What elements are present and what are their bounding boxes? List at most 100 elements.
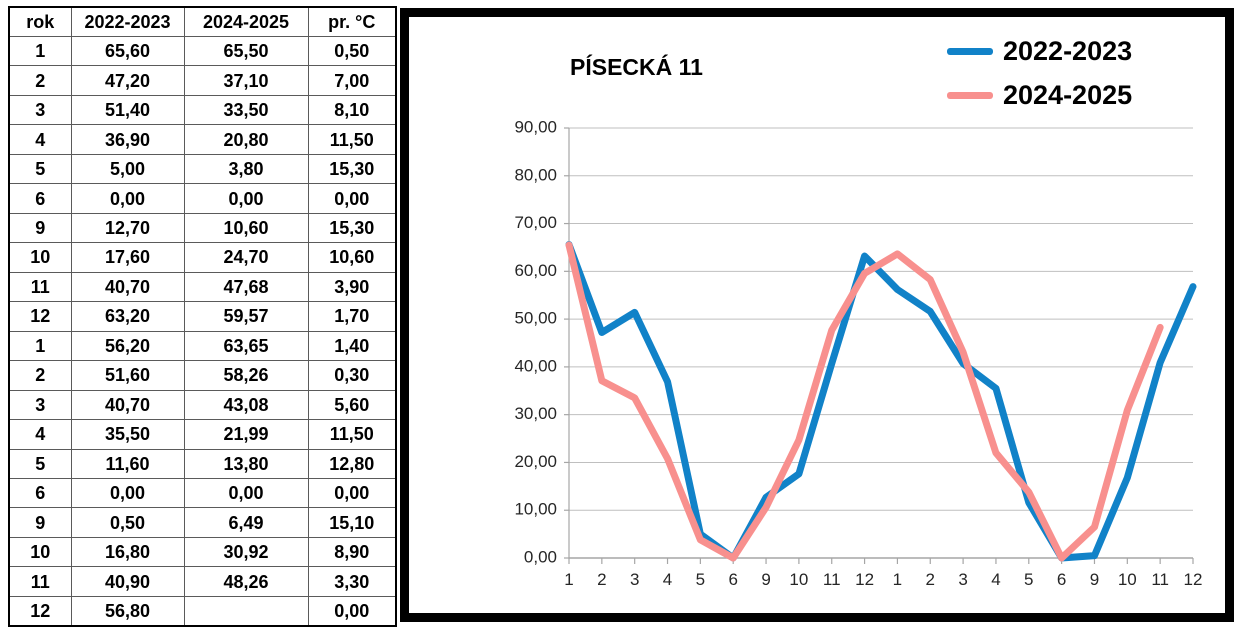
table-cell[interactable]: 2 [8, 360, 72, 391]
table-cell[interactable]: 56,80 [70, 595, 185, 627]
table-cell[interactable]: 47,68 [183, 271, 309, 303]
table-cell[interactable]: 37,10 [183, 65, 309, 96]
table-cell[interactable]: 2 [8, 65, 72, 96]
table-cell[interactable]: 15,30 [307, 212, 397, 244]
x-tick-label: 4 [991, 570, 1000, 589]
table-cell[interactable]: 3,90 [307, 271, 397, 303]
table-cell[interactable]: 35,50 [70, 419, 185, 450]
table-cell[interactable]: 1,70 [307, 301, 397, 332]
table-cell[interactable]: 1 [8, 35, 72, 67]
table-cell[interactable]: 5 [8, 153, 72, 185]
table-cell[interactable]: 15,10 [307, 507, 397, 538]
table-cell[interactable]: 0,00 [183, 477, 309, 509]
table-cell[interactable]: 21,99 [183, 419, 309, 450]
table-cell[interactable]: 65,50 [183, 35, 309, 67]
column-header[interactable]: 2024-2025 [183, 6, 309, 37]
table-cell[interactable]: 1 [8, 330, 72, 362]
table-cell[interactable]: 12,80 [307, 448, 397, 480]
table-cell[interactable]: 3,80 [183, 153, 309, 185]
table-cell[interactable]: 30,92 [183, 536, 309, 568]
legend-item-2022-2023[interactable]: 2022-2023 [947, 36, 1132, 67]
table-cell[interactable]: 11 [8, 566, 72, 597]
x-tick-label: 12 [855, 570, 874, 589]
table-cell[interactable]: 0,00 [307, 183, 397, 214]
x-tick-label: 9 [761, 570, 770, 589]
table-cell[interactable]: 12 [8, 595, 72, 627]
column-header[interactable]: rok [8, 6, 72, 37]
series-line-2022-2023[interactable] [565, 241, 1197, 562]
x-tick-label: 9 [1090, 570, 1099, 589]
x-tick-label: 2 [597, 570, 606, 589]
table-cell[interactable]: 10 [8, 242, 72, 273]
table-cell[interactable]: 6,49 [183, 507, 309, 538]
table-row: 4 36,90 20,80 11,50 [8, 124, 397, 155]
chart-title[interactable]: PÍSECKÁ 11 [570, 54, 703, 80]
table-cell[interactable]: 58,26 [183, 360, 309, 391]
table-cell[interactable]: 8,10 [307, 94, 397, 126]
table-cell[interactable]: 40,90 [70, 566, 185, 597]
legend-item-2024-2025[interactable]: 2024-2025 [947, 80, 1132, 111]
table-cell[interactable]: 11,50 [307, 419, 397, 450]
table-cell[interactable]: 20,80 [183, 124, 309, 155]
table-cell[interactable]: 59,57 [183, 301, 309, 332]
table-cell[interactable]: 0,00 [70, 477, 185, 509]
table-cell[interactable]: 4 [8, 124, 72, 155]
x-tick-label: 2 [926, 570, 935, 589]
table-cell[interactable]: 3 [8, 389, 72, 421]
table-cell[interactable]: 47,20 [70, 65, 185, 96]
table-cell[interactable]: 15,30 [307, 153, 397, 185]
table-cell[interactable]: 0,30 [307, 360, 397, 391]
table-row: 1 65,60 65,50 0,50 [8, 35, 397, 67]
table-cell[interactable]: 12,70 [70, 212, 185, 244]
table-cell[interactable]: 4 [8, 419, 72, 450]
table-cell[interactable]: 65,60 [70, 35, 185, 67]
table-cell[interactable]: 40,70 [70, 271, 185, 303]
table-cell[interactable]: 5,00 [70, 153, 185, 185]
table-cell[interactable]: 10,60 [307, 242, 397, 273]
table-cell[interactable]: 63,65 [183, 330, 309, 362]
chart-object[interactable]: 0,00 10,00 20,00 30,00 40,00 50,00 60,00 70,00 8… [400, 8, 1234, 622]
table-cell[interactable]: 11 [8, 271, 72, 303]
table-cell[interactable]: 3,30 [307, 566, 397, 597]
table-cell[interactable]: 0,00 [307, 477, 397, 509]
table-cell[interactable] [183, 595, 309, 627]
column-header[interactable]: 2022-2023 [70, 6, 185, 37]
table-cell[interactable]: 63,20 [70, 301, 185, 332]
table-cell[interactable]: 0,50 [307, 35, 397, 67]
table-cell[interactable]: 6 [8, 477, 72, 509]
table-cell[interactable]: 11,50 [307, 124, 397, 155]
table-cell[interactable]: 17,60 [70, 242, 185, 273]
x-tick-label: 10 [789, 570, 808, 589]
table-cell[interactable]: 11,60 [70, 448, 185, 480]
table-cell[interactable]: 0,50 [70, 507, 185, 538]
table-cell[interactable]: 12 [8, 301, 72, 332]
table-cell[interactable]: 13,80 [183, 448, 309, 480]
table-cell[interactable]: 9 [8, 507, 72, 538]
table-cell[interactable]: 51,40 [70, 94, 185, 126]
table-cell[interactable]: 43,08 [183, 389, 309, 421]
table-cell[interactable]: 8,90 [307, 536, 397, 568]
table-cell[interactable]: 1,40 [307, 330, 397, 362]
table-cell[interactable]: 9 [8, 212, 72, 244]
table-row: 2 51,60 58,26 0,30 [8, 360, 397, 391]
table-cell[interactable]: 56,20 [70, 330, 185, 362]
table-cell[interactable]: 0,00 [70, 183, 185, 214]
table-cell[interactable]: 0,00 [183, 183, 309, 214]
table-cell[interactable]: 36,90 [70, 124, 185, 155]
series-line-2024-2025[interactable] [565, 241, 1164, 562]
table-cell[interactable]: 7,00 [307, 65, 397, 96]
table-cell[interactable]: 5 [8, 448, 72, 480]
table-cell[interactable]: 10,60 [183, 212, 309, 244]
table-cell[interactable]: 51,60 [70, 360, 185, 391]
table-cell[interactable]: 5,60 [307, 389, 397, 421]
table-cell[interactable]: 0,00 [307, 595, 397, 627]
table-cell[interactable]: 10 [8, 536, 72, 568]
table-cell[interactable]: 6 [8, 183, 72, 214]
table-cell[interactable]: 33,50 [183, 94, 309, 126]
table-cell[interactable]: 3 [8, 94, 72, 126]
table-cell[interactable]: 24,70 [183, 242, 309, 273]
table-cell[interactable]: 16,80 [70, 536, 185, 568]
table-cell[interactable]: 40,70 [70, 389, 185, 421]
column-header[interactable]: pr. °C [307, 6, 397, 37]
table-cell[interactable]: 48,26 [183, 566, 309, 597]
